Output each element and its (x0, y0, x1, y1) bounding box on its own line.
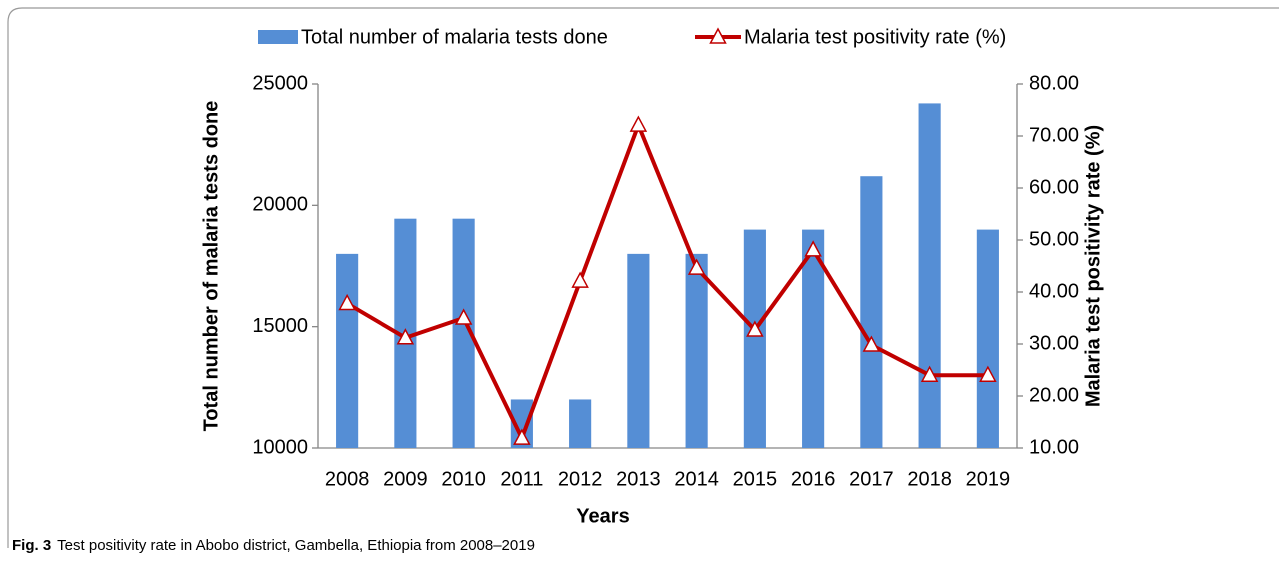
marker (746, 320, 764, 337)
line (346, 123, 988, 441)
caption: Fig. 3 Test positivity rate in Abobo dist… (12, 537, 535, 554)
y2-tick-label: 20.00 (1029, 384, 1079, 406)
legend-swatch (258, 30, 298, 44)
x-tick-label: 2017 (849, 468, 894, 490)
y2-tick-label: 70.00 (1029, 124, 1079, 146)
x-tick-label: 2018 (907, 468, 952, 490)
marker (979, 365, 997, 382)
x-tick-label: 2008 (325, 468, 370, 490)
marker (571, 271, 589, 288)
x-tick-label: 2019 (966, 468, 1011, 490)
x-tick-label: 2011 (500, 468, 543, 490)
marker (396, 328, 415, 345)
x-tick-label: 2015 (733, 468, 778, 490)
marker (862, 335, 881, 352)
y2-tick-label: 60.00 (1029, 176, 1079, 198)
bar (802, 229, 825, 448)
y2-tick-label: 40.00 (1029, 280, 1079, 302)
caption-text: Test positivity rate in Abobo district, … (57, 537, 535, 554)
x-axis-label: Years (576, 505, 629, 527)
bar (918, 103, 941, 448)
y-tick-label: 15000 (252, 315, 308, 337)
y2-tick-label: 10.00 (1029, 436, 1079, 458)
marker (454, 308, 473, 325)
y2-tick-label: 30.00 (1029, 332, 1079, 354)
x-tick-label: 2016 (791, 468, 836, 490)
frame (7, 7, 1279, 548)
legend-label: Total number of malaria tests done (301, 26, 608, 48)
y2-tick-label: 80.00 (1029, 72, 1079, 94)
bar (860, 176, 883, 449)
bar (627, 253, 650, 448)
x-tick-label: 2009 (383, 468, 428, 490)
x-tick-label: 2012 (558, 468, 603, 490)
x-tick-label: 2013 (616, 468, 661, 490)
marker (687, 258, 706, 275)
bar (743, 229, 766, 448)
marker (513, 428, 531, 445)
y2-axis-label: Malaria test positivity rate (%) (1082, 125, 1104, 407)
bar (569, 399, 592, 448)
bar (452, 218, 475, 448)
bar (685, 253, 708, 448)
bar (336, 253, 359, 448)
marker (338, 293, 356, 311)
bar (510, 399, 533, 448)
bar (976, 229, 999, 448)
marker (804, 240, 822, 257)
y-tick-label: 20000 (252, 194, 308, 216)
y-tick-label: 10000 (252, 436, 308, 458)
y-axis-label: Total number of malaria tests done (200, 101, 222, 432)
legend-label: Malaria test positivity rate (%) (744, 26, 1006, 48)
y2-tick-label: 50.00 (1029, 228, 1079, 250)
x-tick-label: 2014 (674, 468, 719, 490)
caption-label: Fig. 3 (12, 537, 51, 554)
marker (920, 365, 939, 382)
marker (629, 115, 648, 132)
legend-marker (709, 27, 727, 44)
y-tick-label: 25000 (252, 72, 308, 94)
x-tick-label: 2010 (441, 468, 486, 490)
